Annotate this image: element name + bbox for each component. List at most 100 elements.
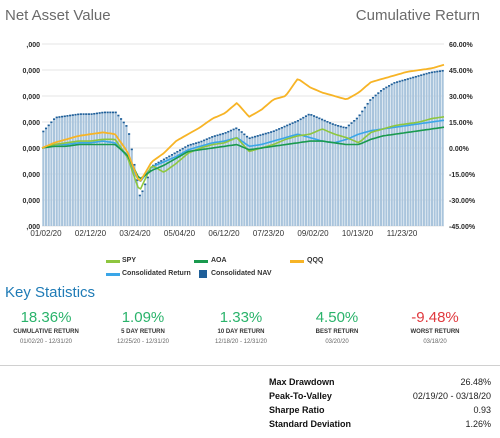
nav-bar xyxy=(93,112,96,226)
nav-bar-cap xyxy=(350,122,353,124)
stat-5-day-return: 1.09% 5 DAY RETURN 12/25/20 - 12/31/20 xyxy=(98,309,188,345)
nav-bar-cap xyxy=(47,124,50,127)
nav-bar xyxy=(355,117,358,226)
nav-bar xyxy=(438,70,442,226)
nav-bar-cap xyxy=(331,123,334,125)
nav-bar xyxy=(71,114,74,226)
nav-bar xyxy=(187,144,190,226)
nav-bar xyxy=(106,111,109,226)
nav-bar xyxy=(128,133,131,226)
right-axis-tick: 30.00% xyxy=(449,94,474,101)
nav-bar-cap xyxy=(280,126,283,129)
nav-bar xyxy=(69,114,72,226)
nav-bar xyxy=(422,73,425,226)
summary-value: 1.26% xyxy=(465,419,491,429)
nav-bar xyxy=(221,132,224,226)
legend-label-consolidated-nav: Consolidated NAV xyxy=(211,270,272,277)
nav-bar-cap xyxy=(205,138,208,141)
nav-bar-cap xyxy=(240,131,243,133)
nav-bar xyxy=(420,74,423,226)
nav-bar xyxy=(369,99,372,226)
nav-bar-cap xyxy=(409,77,412,80)
nav-bar xyxy=(114,111,117,226)
stat-value: 1.33% xyxy=(219,309,263,326)
nav-bar xyxy=(136,179,139,226)
nav-bar-cap xyxy=(44,127,48,130)
nav-bar-cap xyxy=(256,135,259,137)
nav-bar xyxy=(229,129,232,226)
nav-bar xyxy=(371,96,375,226)
nav-bar xyxy=(337,124,340,226)
legend-label-qqq: QQQ xyxy=(307,257,324,264)
nav-bar-cap xyxy=(117,114,120,117)
nav-bar xyxy=(176,150,179,226)
nav-bar-cap xyxy=(77,113,80,116)
right-axis-tick: 0.00% xyxy=(449,146,470,153)
nav-bar-cap xyxy=(122,121,125,124)
nav-bar-cap xyxy=(347,124,350,127)
nav-bar-cap xyxy=(374,94,377,97)
nav-bar xyxy=(264,132,267,226)
nav-bar-cap xyxy=(270,131,273,133)
nav-bar xyxy=(280,126,283,226)
performance-chart: ,000 0,000 0,000 0,000 0,000 0,000 0,000 ,000 6… xyxy=(22,42,476,238)
x-axis-tick: 06/12/20 xyxy=(208,229,240,238)
nav-bar xyxy=(294,121,297,226)
nav-bar xyxy=(329,122,332,226)
x-axis-tick: 09/02/20 xyxy=(297,229,329,238)
nav-bar-cap xyxy=(187,144,190,147)
left-axis-tick: 0,000 xyxy=(22,172,40,179)
nav-bar xyxy=(441,70,444,226)
summary-row-sharpe-ratio: Sharpe Ratio 0.93 xyxy=(269,405,491,418)
nav-bar xyxy=(87,113,90,226)
nav-bar-cap xyxy=(106,111,109,114)
nav-bar-cap xyxy=(165,157,168,159)
nav-bar-cap xyxy=(98,112,101,114)
nav-bar xyxy=(291,122,294,226)
nav-bar-cap xyxy=(85,113,88,115)
nav-bar xyxy=(55,116,58,226)
nav-bar-cap xyxy=(417,75,420,77)
nav-bar xyxy=(85,113,88,226)
nav-bar-cap xyxy=(71,114,74,116)
legend-swatch-consolidated-return xyxy=(106,273,120,276)
nav-bar-cap xyxy=(42,130,45,133)
nav-bar xyxy=(138,194,141,226)
nav-bar xyxy=(417,75,420,227)
nav-bar-cap xyxy=(184,146,187,148)
stat-best-return: 4.50% BEST RETURN 03/20/20 xyxy=(292,309,382,345)
nav-bar xyxy=(345,126,348,226)
nav-bar xyxy=(98,112,101,226)
nav-bar xyxy=(184,146,187,226)
line-aoa xyxy=(41,126,445,180)
left-axis-tick: ,000 xyxy=(26,42,40,49)
nav-bar-cap xyxy=(245,135,249,138)
nav-bar-cap xyxy=(294,121,297,123)
nav-bar-cap xyxy=(109,111,112,114)
summary-label: Sharpe Ratio xyxy=(269,405,325,415)
nav-bar-cap xyxy=(87,113,90,115)
nav-bar-cap xyxy=(267,132,270,134)
right-axis-tick: -30.00% xyxy=(449,198,476,205)
nav-bar-cap xyxy=(53,118,56,120)
nav-bar xyxy=(243,133,246,226)
nav-bar xyxy=(101,111,104,226)
nav-bar-cap xyxy=(310,114,313,116)
nav-bar-cap xyxy=(224,132,227,134)
summary-row-peak-to-valley: Peak-To-Valley 02/19/20 - 03/18/20 xyxy=(269,391,491,404)
nav-bar xyxy=(149,169,152,226)
nav-bar xyxy=(270,131,273,226)
nav-bar xyxy=(178,149,182,226)
left-axis-tick: 0,000 xyxy=(22,198,40,205)
nav-bar-cap xyxy=(130,148,133,151)
nav-bar xyxy=(326,121,329,226)
nav-bar-cap xyxy=(342,126,345,129)
summary-value: 02/19/20 - 03/18/20 xyxy=(412,391,491,401)
stat-label: CUMULATIVE RETURN xyxy=(13,329,79,335)
nav-bar-cap xyxy=(136,179,139,181)
nav-bar xyxy=(388,85,391,226)
stat-cumulative-return: 18.36% CUMULATIVE RETURN 01/02/20 - 12/3… xyxy=(1,309,91,345)
legend-swatch-aoa xyxy=(194,260,208,263)
nav-bar-cap xyxy=(227,130,230,133)
nav-bar xyxy=(428,72,431,226)
